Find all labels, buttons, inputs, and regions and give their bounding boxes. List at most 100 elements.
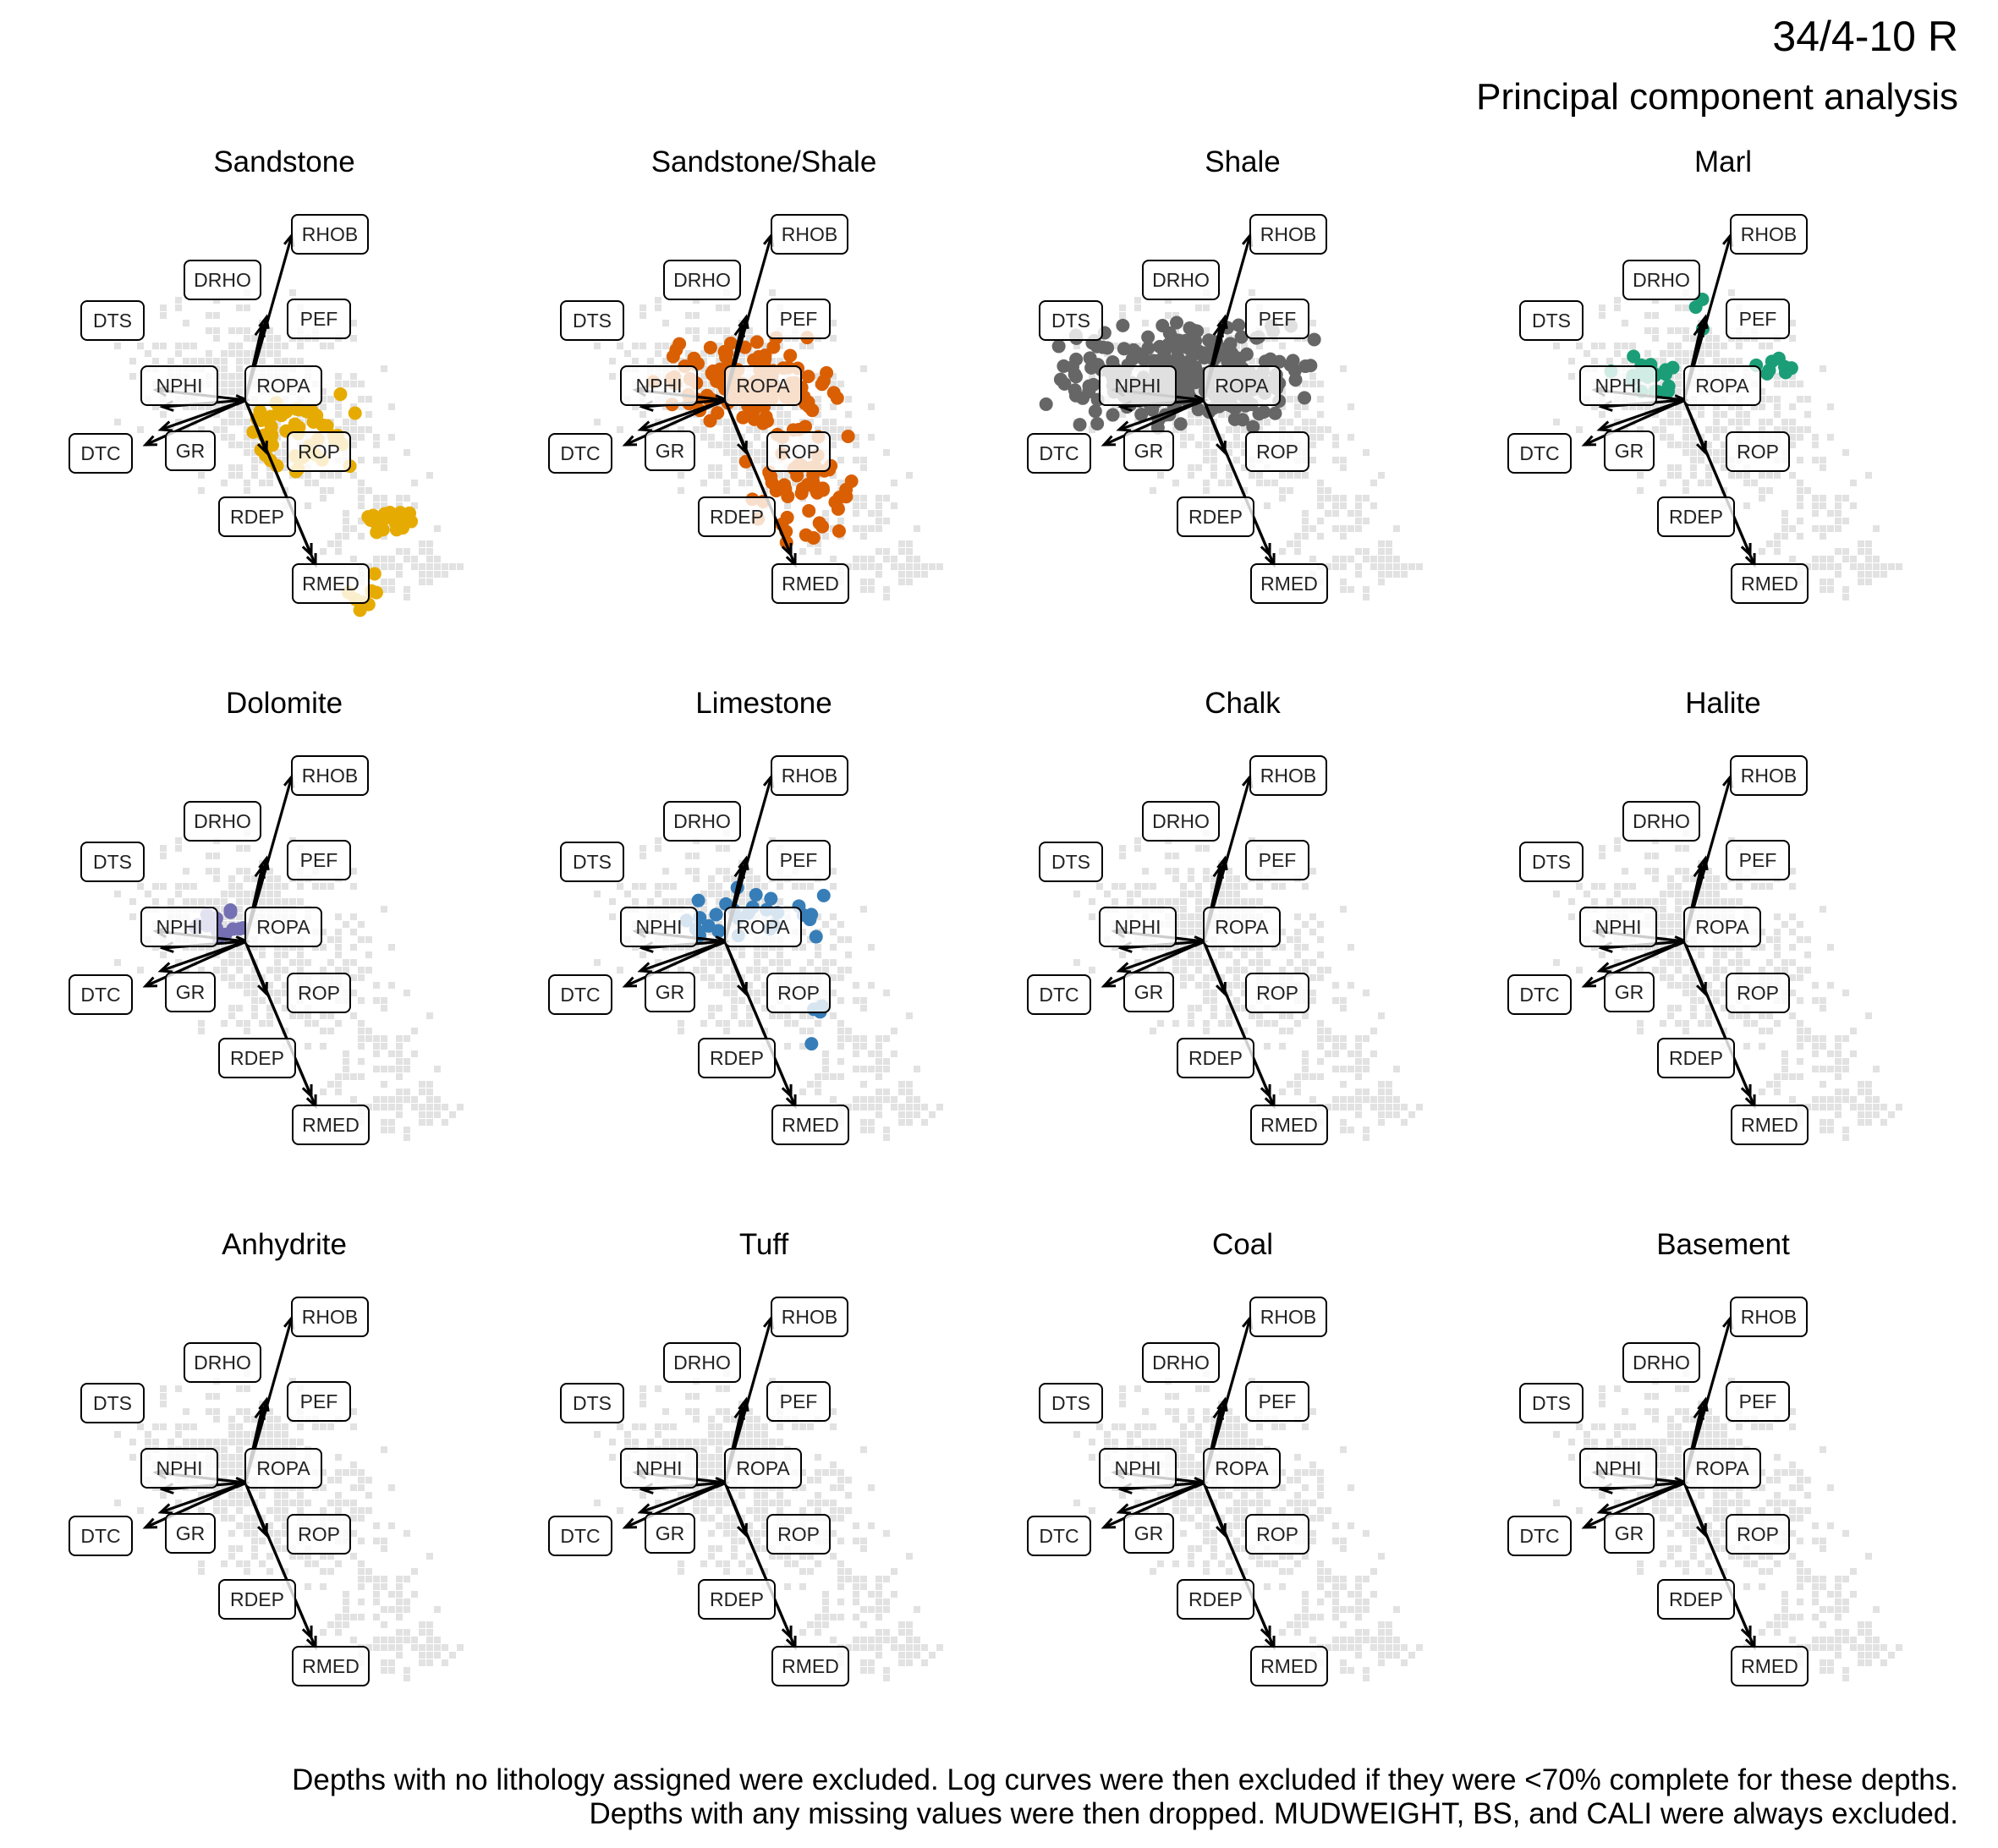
background-point <box>799 1028 806 1034</box>
background-point <box>1226 891 1232 897</box>
background-point <box>822 1073 829 1080</box>
background-point <box>1728 419 1735 425</box>
background-point <box>419 563 425 570</box>
background-point <box>685 350 692 357</box>
background-point <box>685 868 692 875</box>
background-point <box>236 472 243 479</box>
background-point <box>266 898 273 905</box>
background-point <box>160 312 167 319</box>
background-point <box>1203 304 1210 311</box>
data-point <box>1141 341 1155 355</box>
data-point <box>669 343 683 357</box>
background-point <box>1249 289 1255 296</box>
background-point <box>198 358 205 365</box>
background-point <box>350 426 357 433</box>
background-point <box>1820 579 1826 585</box>
background-point <box>381 556 387 562</box>
background-point <box>1264 1043 1271 1050</box>
background-point <box>259 951 266 958</box>
background-point <box>868 434 875 441</box>
background-point <box>860 502 867 509</box>
background-point <box>274 951 281 958</box>
background-point <box>373 556 380 562</box>
background-point <box>259 997 266 1004</box>
background-point <box>639 845 646 852</box>
background-point <box>403 548 410 555</box>
background-point <box>228 472 235 479</box>
background-point <box>320 1012 327 1019</box>
background-point <box>1850 556 1857 562</box>
background-point <box>388 944 395 951</box>
background-point <box>731 457 738 463</box>
background-point <box>221 480 228 486</box>
background-point <box>358 936 365 943</box>
background-point <box>1682 327 1689 334</box>
background-point <box>716 304 722 311</box>
background-point <box>388 563 395 570</box>
background-point <box>1317 967 1324 973</box>
background-point <box>1302 472 1309 479</box>
background-point <box>244 891 250 897</box>
background-point <box>1363 594 1370 600</box>
background-point <box>228 951 235 958</box>
background-point <box>792 480 799 486</box>
background-point <box>1827 556 1834 562</box>
background-point <box>1340 533 1347 540</box>
background-point <box>875 571 882 578</box>
background-point <box>388 579 395 585</box>
background-point <box>403 990 410 996</box>
background-point <box>746 464 753 471</box>
background-point <box>1355 1050 1362 1057</box>
background-point <box>396 1104 403 1110</box>
background-point <box>1675 343 1682 349</box>
background-point <box>350 990 357 996</box>
background-point <box>875 495 882 502</box>
background-point <box>1188 1012 1194 1019</box>
background-point <box>1142 898 1149 905</box>
background-point <box>434 563 441 570</box>
background-point <box>1378 1104 1385 1110</box>
variable-label: ROPA <box>1203 365 1281 406</box>
background-point <box>723 959 730 966</box>
background-point <box>693 875 700 882</box>
background-point <box>1370 1028 1377 1034</box>
data-point <box>1069 352 1084 366</box>
background-point <box>244 327 250 334</box>
background-point <box>655 845 661 852</box>
background-point <box>358 381 365 387</box>
background-point <box>700 1020 707 1027</box>
background-point <box>1302 883 1309 890</box>
background-point <box>1652 853 1659 859</box>
background-point <box>183 343 189 349</box>
background-point <box>221 419 228 425</box>
background-point <box>411 1050 418 1057</box>
background-point <box>419 1081 425 1088</box>
background-point <box>1203 982 1210 989</box>
data-point <box>701 919 716 933</box>
background-point <box>1812 525 1819 532</box>
background-point <box>1294 1073 1301 1080</box>
variable-label: NPHI <box>1099 907 1177 947</box>
background-point <box>1150 883 1156 890</box>
background-point <box>365 951 372 958</box>
background-point <box>152 358 159 365</box>
background-point <box>830 434 837 441</box>
background-point <box>1736 472 1743 479</box>
background-point <box>358 1043 365 1050</box>
background-point <box>350 959 357 966</box>
background-point <box>914 1066 920 1072</box>
background-point <box>244 1028 250 1034</box>
background-point <box>403 495 410 502</box>
background-point <box>1797 487 1803 494</box>
background-point <box>236 959 243 966</box>
variable-label: RDEP <box>698 496 776 537</box>
background-point <box>373 495 380 502</box>
background-point <box>1309 441 1316 448</box>
background-point <box>716 868 722 875</box>
background-point <box>1241 441 1248 448</box>
background-point <box>198 1020 205 1027</box>
background-point <box>1195 441 1202 448</box>
background-point <box>1119 304 1126 311</box>
background-point <box>1682 350 1689 357</box>
data-point <box>844 474 859 488</box>
